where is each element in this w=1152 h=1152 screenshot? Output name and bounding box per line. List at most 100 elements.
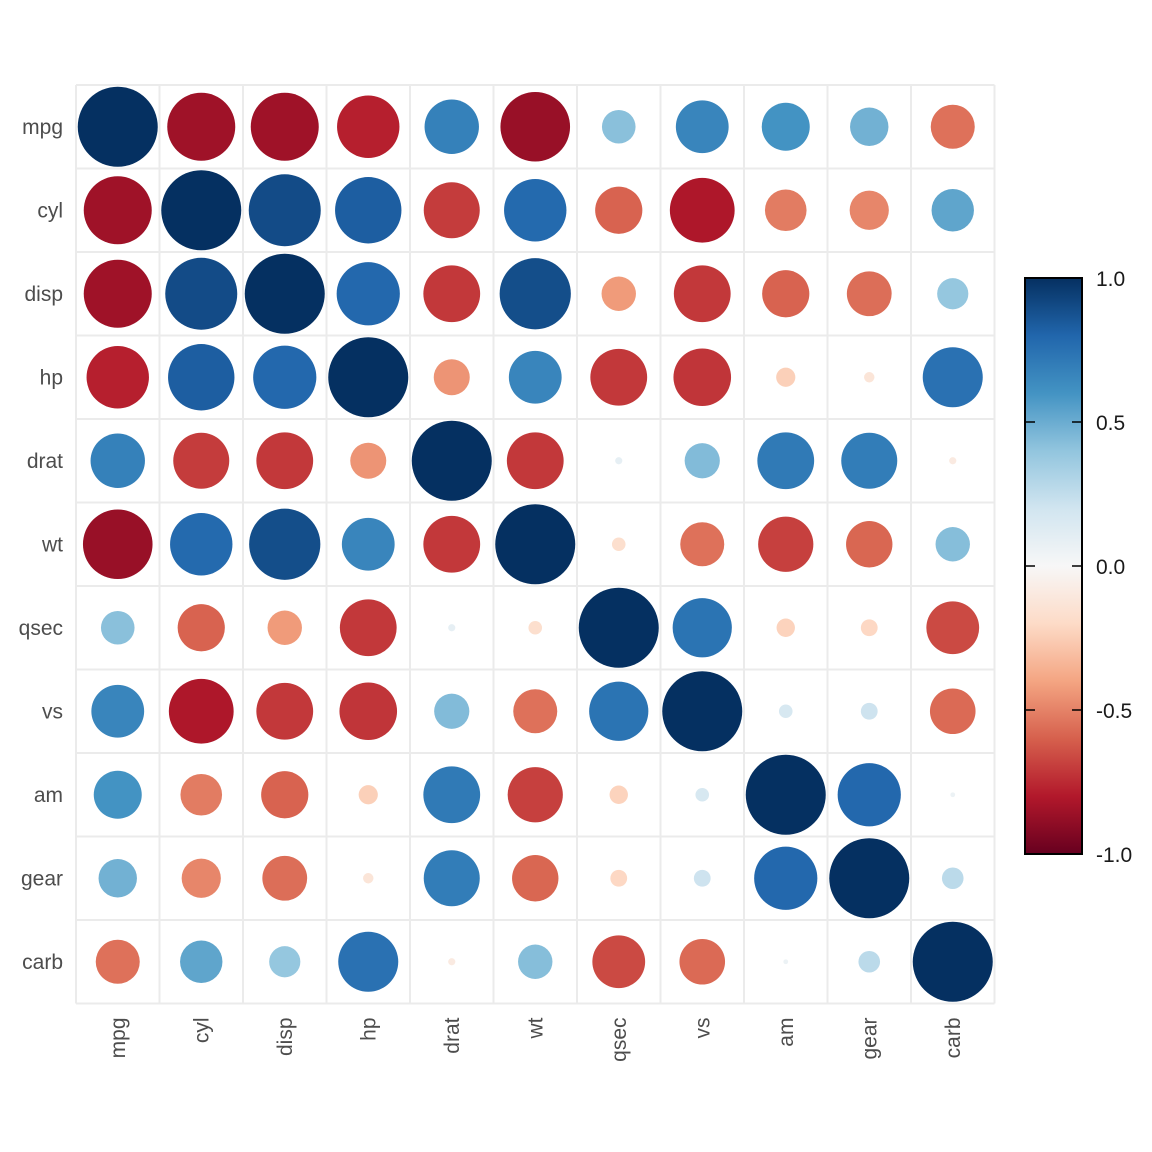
corr-circle-gear-qsec: [610, 869, 628, 887]
corr-circle-drat-gear: [841, 432, 898, 489]
corr-circle-carb-qsec: [592, 935, 646, 989]
corr-circle-wt-qsec: [611, 537, 626, 552]
corr-circle-cyl-wt: [504, 179, 567, 242]
corr-circle-wt-disp: [249, 508, 321, 580]
corr-circle-wt-wt: [495, 504, 576, 585]
corr-circle-qsec-carb: [926, 601, 980, 655]
y-tick-label-am: am: [34, 784, 63, 807]
corr-circle-am-carb: [950, 792, 956, 798]
corr-circle-hp-drat: [433, 359, 470, 396]
corr-circle-hp-mpg: [86, 346, 149, 409]
corr-circle-mpg-gear: [850, 107, 889, 146]
y-tick-label-carb: carb: [22, 951, 63, 974]
corr-circle-cyl-mpg: [83, 176, 152, 245]
corr-circle-cyl-cyl: [161, 170, 242, 251]
corr-circle-gear-vs: [693, 869, 711, 887]
corr-circle-qsec-wt: [528, 620, 543, 635]
corr-circle-disp-wt: [499, 258, 571, 330]
corr-circle-disp-am: [762, 270, 810, 318]
corr-circle-drat-drat: [411, 420, 492, 501]
corr-circle-am-qsec: [609, 785, 628, 804]
corr-circle-qsec-cyl: [177, 604, 225, 652]
corr-circle-mpg-vs: [675, 100, 729, 154]
corr-circle-hp-hp: [328, 337, 409, 418]
corr-circle-drat-mpg: [90, 433, 145, 488]
y-tick-label-qsec: qsec: [19, 617, 63, 640]
y-tick-label-cyl: cyl: [37, 199, 63, 222]
corr-circle-disp-disp: [244, 253, 325, 334]
corr-circle-hp-gear: [864, 372, 875, 383]
corr-circle-gear-wt: [512, 855, 559, 902]
corr-circle-wt-cyl: [170, 513, 233, 576]
corr-circle-mpg-qsec: [601, 109, 636, 144]
corr-circle-gear-hp: [363, 873, 374, 884]
corr-circle-vs-qsec: [589, 681, 649, 741]
y-tick-label-hp: hp: [40, 366, 63, 389]
legend-tick-label: 0.5: [1096, 412, 1125, 435]
corr-circle-hp-am: [776, 367, 796, 387]
corr-circle-cyl-vs: [669, 177, 735, 243]
corr-circle-vs-mpg: [91, 684, 145, 738]
corr-circle-carb-gear: [858, 950, 881, 973]
corr-circle-mpg-disp: [250, 92, 319, 161]
corr-circle-vs-hp: [339, 682, 398, 741]
corr-circle-carb-carb: [912, 921, 993, 1002]
x-tick-label-drat: drat: [441, 1017, 464, 1053]
corr-circle-cyl-am: [764, 189, 807, 232]
y-tick-label-disp: disp: [24, 283, 63, 306]
corr-circle-vs-carb: [929, 688, 976, 735]
x-tick-label-hp: hp: [357, 1018, 380, 1041]
x-tick-label-wt: wt: [524, 1017, 547, 1039]
corr-circle-cyl-gear: [849, 190, 889, 230]
corr-circle-drat-cyl: [173, 432, 230, 489]
corr-circle-disp-cyl: [165, 257, 238, 330]
corr-circle-vs-am: [778, 704, 793, 719]
corr-circle-am-vs: [695, 787, 710, 802]
x-tick-label-mpg: mpg: [107, 1018, 130, 1059]
x-tick-label-gear: gear: [858, 1017, 881, 1059]
corr-circle-mpg-cyl: [167, 92, 236, 161]
corr-circle-wt-mpg: [82, 509, 153, 580]
corr-circle-am-gear: [837, 763, 901, 827]
corr-circle-qsec-hp: [339, 599, 397, 657]
corr-circle-vs-cyl: [168, 678, 234, 744]
corr-circle-carb-mpg: [95, 939, 140, 984]
legend-tick-label: 1.0: [1096, 268, 1125, 291]
corr-circle-am-mpg: [93, 770, 142, 819]
plot-panel: [75, 84, 996, 1005]
corr-circle-mpg-carb: [930, 104, 975, 149]
corr-circle-carb-drat: [448, 958, 456, 966]
corr-circle-wt-am: [758, 516, 814, 572]
corr-circle-drat-qsec: [615, 457, 623, 465]
y-tick-label-drat: drat: [27, 450, 63, 473]
corr-circle-drat-hp: [350, 442, 387, 479]
corr-circle-carb-am: [783, 959, 789, 965]
corr-circle-vs-drat: [434, 693, 470, 729]
y-axis: mpg cyl disp hp drat wt qsec vs am gear carb: [19, 116, 64, 974]
corr-circle-wt-gear: [846, 521, 893, 568]
corr-circle-hp-vs: [673, 348, 732, 407]
corr-circle-am-hp: [358, 785, 378, 805]
corr-circle-carb-cyl: [180, 940, 223, 983]
corr-circle-wt-hp: [341, 517, 395, 571]
corr-circle-am-drat: [423, 766, 481, 824]
y-tick-label-wt: wt: [41, 533, 63, 556]
corr-circle-disp-carb: [937, 278, 969, 310]
corr-circle-gear-drat: [423, 850, 480, 907]
corr-circle-vs-vs: [662, 671, 743, 752]
corr-circle-cyl-carb: [931, 189, 974, 232]
corr-circle-mpg-hp: [337, 95, 400, 158]
corr-circle-drat-wt: [506, 432, 564, 490]
corr-circle-drat-carb: [949, 457, 957, 465]
corr-circle-drat-disp: [256, 432, 314, 490]
corr-circle-carb-vs: [679, 938, 726, 985]
legend-tick-label: 0.0: [1096, 556, 1125, 579]
corr-circle-wt-drat: [423, 515, 481, 573]
corr-circle-gear-cyl: [181, 858, 221, 898]
corr-circle-qsec-mpg: [100, 610, 135, 645]
corr-circle-hp-qsec: [590, 348, 648, 406]
corr-circle-hp-disp: [253, 345, 317, 409]
corr-circle-cyl-hp: [335, 177, 402, 244]
corr-circle-disp-qsec: [601, 276, 636, 311]
corr-circle-gear-gear: [829, 838, 910, 919]
